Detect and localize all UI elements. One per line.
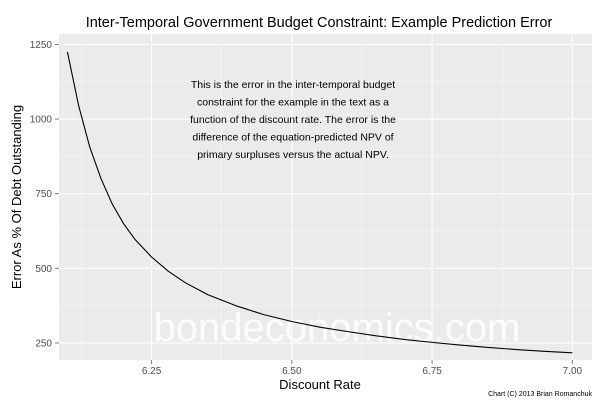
y-tick-label: 500 <box>35 264 52 275</box>
x-tick-label: 6.25 <box>142 366 162 377</box>
annotation-text: This is the error in the inter-temporal … <box>190 79 396 161</box>
y-tick-label: 1250 <box>30 40 53 51</box>
grid-lines <box>59 34 592 360</box>
annotation-line: difference of the equation-predicted NPV… <box>192 132 393 144</box>
annotation-line: constraint for the example in the text a… <box>197 97 389 109</box>
y-tick-label: 250 <box>35 338 52 349</box>
annotation-line: primary surpluses versus the actual NPV. <box>197 149 389 161</box>
credit-text: Chart (C) 2013 Brian Romanchuk <box>488 391 592 398</box>
y-tick-label: 1000 <box>30 115 53 126</box>
annotation-line: This is the error in the inter-temporal … <box>191 79 395 91</box>
x-tick-label: 6.75 <box>422 366 442 377</box>
annotation-line: function of the discount rate. The error… <box>190 114 396 126</box>
watermark-text: bondeconomics.com <box>154 306 521 350</box>
x-tick-label: 7.00 <box>563 366 583 377</box>
x-axis-ticks: 6.25 6.50 6.75 7.00 <box>142 360 583 377</box>
x-tick-label: 6.50 <box>282 366 302 377</box>
y-tick-label: 750 <box>35 189 52 200</box>
y-axis-title: Error As % Of Debt Outstanding <box>9 105 24 289</box>
x-axis-title: Discount Rate <box>279 377 361 392</box>
series-line <box>66 51 573 354</box>
series-group <box>66 51 573 354</box>
y-axis-ticks: 250 500 750 1000 1250 <box>30 40 59 349</box>
chart-title: Inter-Temporal Government Budget Constra… <box>86 15 553 31</box>
